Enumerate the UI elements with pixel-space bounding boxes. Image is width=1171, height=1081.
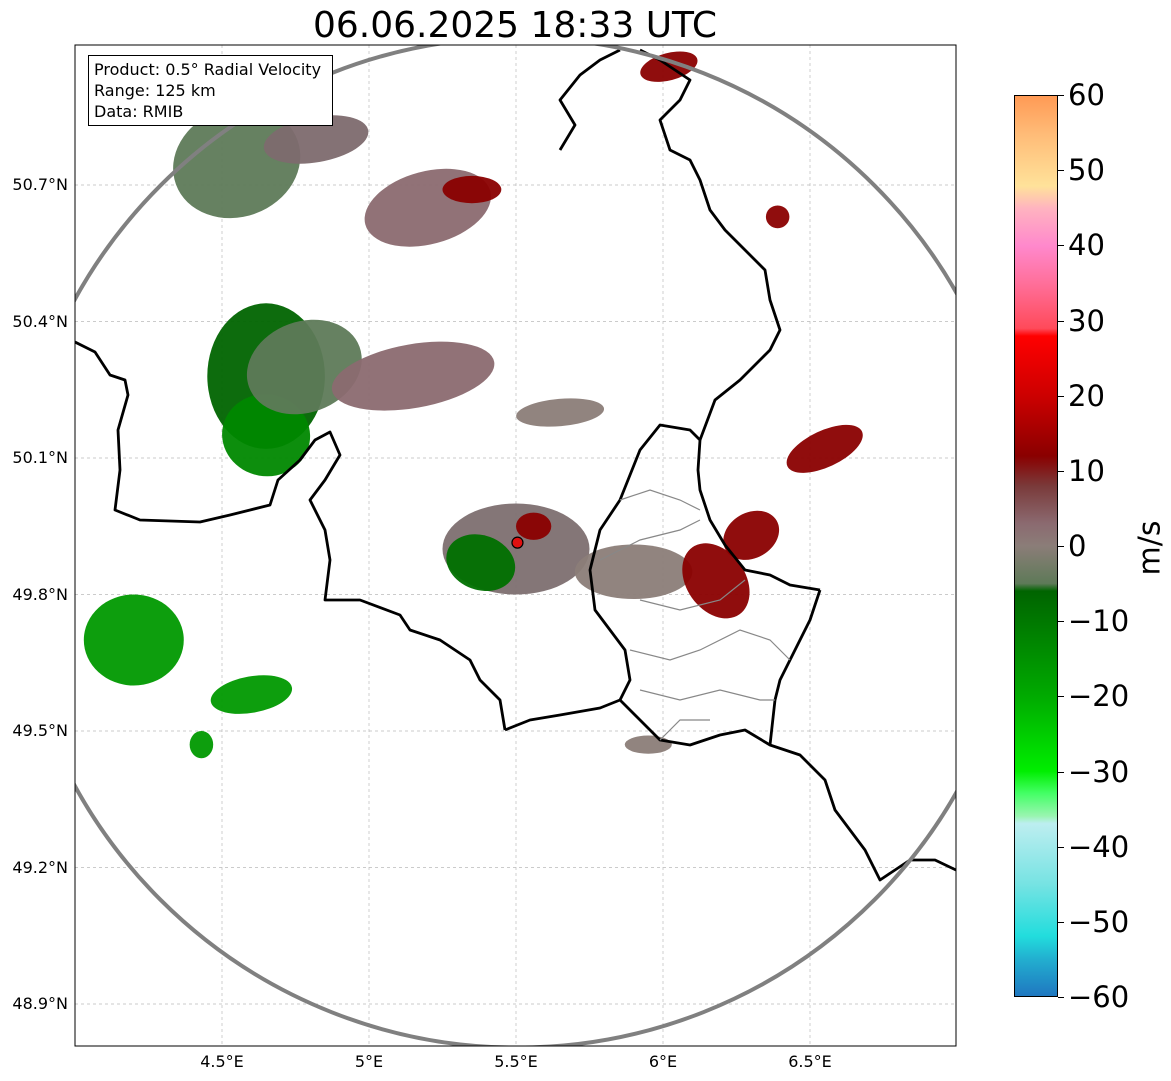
radar-echoes xyxy=(83,51,863,759)
radar-echo xyxy=(624,735,672,754)
radar-site-marker xyxy=(511,536,524,549)
netherlands-border xyxy=(558,48,621,151)
lon-tick-label: 6.5°E xyxy=(788,1052,832,1071)
data-source-label: Data: RMIB xyxy=(94,102,184,121)
colorbar-tick-label: 50 xyxy=(1068,153,1105,188)
lon-tick-label: 5.5°E xyxy=(494,1052,538,1071)
colorbar-tick-label: 20 xyxy=(1068,378,1105,413)
gridlines xyxy=(75,45,956,1046)
radar-echo xyxy=(786,424,863,473)
colorbar-tick-mark xyxy=(1058,696,1064,698)
lon-tick-label: 5°E xyxy=(354,1052,384,1071)
colorbar-tick-label: 30 xyxy=(1068,303,1105,338)
colorbar-tick-label: −10 xyxy=(1068,604,1130,639)
colorbar-tick-label: −50 xyxy=(1068,904,1130,939)
radar-echo xyxy=(173,106,301,219)
radar-echo xyxy=(210,675,293,714)
colorbar-tick-label: −30 xyxy=(1068,754,1130,789)
admin-borders xyxy=(599,489,791,741)
radar-echo xyxy=(446,534,516,591)
radar-echo xyxy=(723,510,780,560)
radar-echo xyxy=(189,731,214,759)
colorbar-unit-label: m/s xyxy=(1132,520,1168,576)
colorbar-tick-mark xyxy=(1058,921,1064,923)
lat-tick-label: 49.2°N xyxy=(12,857,68,877)
lat-tick-label: 50.1°N xyxy=(12,448,68,467)
radar-echo xyxy=(263,115,369,164)
radar-echo xyxy=(331,341,495,411)
colorbar-tick-label: −60 xyxy=(1068,980,1130,1014)
colorbar-tick-mark xyxy=(1058,170,1064,172)
lat-tick-label: 49.5°N xyxy=(12,721,68,740)
radar-echo xyxy=(222,394,311,477)
colorbar-tick-mark xyxy=(1058,621,1064,623)
radar-echo xyxy=(516,512,552,540)
radar-echo xyxy=(442,175,502,204)
colorbar-tick-mark xyxy=(1058,395,1064,397)
colorbar-tick-mark xyxy=(1058,546,1064,547)
plot-frame xyxy=(74,44,957,1047)
colorbar-tick-label: −40 xyxy=(1068,829,1130,864)
lat-tick-label: 49.8°N xyxy=(12,584,68,604)
colorbar-tick-mark xyxy=(1058,846,1064,848)
radar-echo xyxy=(83,594,184,686)
belgium-france-border xyxy=(75,340,507,731)
lon-tick-label: 6°E xyxy=(648,1052,678,1071)
colorbar-tick-label: 40 xyxy=(1068,228,1105,263)
lon-tick-label: 4.5°E xyxy=(200,1052,244,1071)
colorbar-tick-mark xyxy=(1058,997,1064,998)
radar-echo xyxy=(682,543,750,619)
radar-echo xyxy=(765,205,790,229)
belgium-luxembourg-border xyxy=(504,423,821,732)
colorbar-tick-mark xyxy=(1058,320,1064,322)
colorbar-tick-mark xyxy=(1058,771,1064,773)
lat-tick-label: 50.7°N xyxy=(12,175,68,194)
colorbar-tick-mark xyxy=(1058,245,1064,247)
country-borders xyxy=(75,48,956,882)
lat-tick-label: 48.9°N xyxy=(12,994,68,1013)
luxembourg-south-border xyxy=(619,699,956,882)
colorbar-tick-label: 60 xyxy=(1068,78,1105,112)
colorbar-tick-mark xyxy=(1058,470,1064,472)
colorbar-tick-mark xyxy=(1058,95,1064,96)
product-label: Product: 0.5° Radial Velocity xyxy=(94,60,322,79)
range-label: Range: 125 km xyxy=(94,81,216,100)
belgium-germany-border xyxy=(639,48,782,441)
colorbar-tick-label: 10 xyxy=(1068,453,1105,488)
product-info-box: Product: 0.5° Radial Velocity Range: 125… xyxy=(88,55,333,126)
colorbar-tick-label: 0 xyxy=(1068,529,1087,563)
radar-echo xyxy=(516,398,605,427)
colorbar-tick-label: −20 xyxy=(1068,679,1130,714)
map-title: 06.06.2025 18:33 UTC xyxy=(312,5,718,46)
lat-tick-label: 50.4°N xyxy=(12,311,68,331)
velocity-colorbar xyxy=(1014,95,1058,997)
